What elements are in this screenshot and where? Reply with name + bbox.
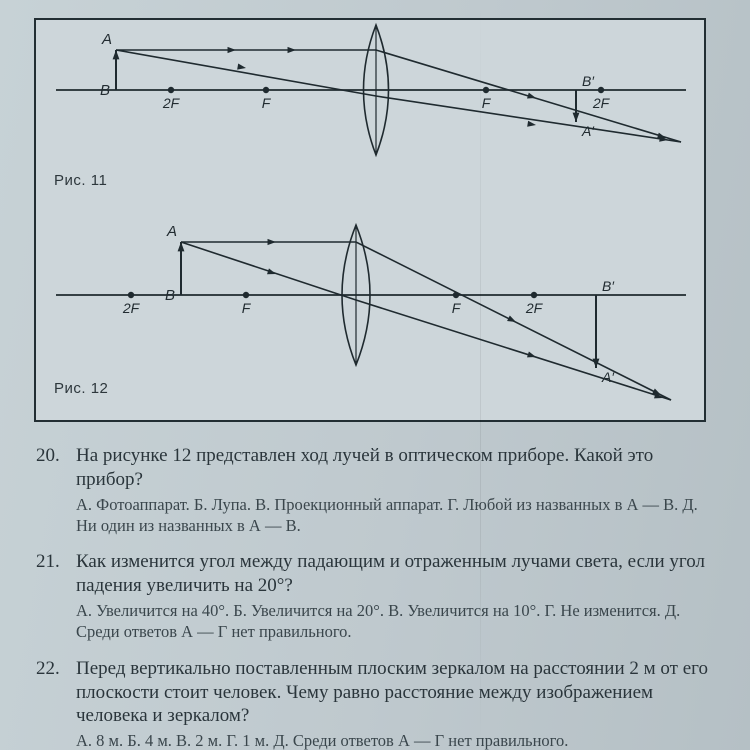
svg-text:B: B [165,287,175,304]
svg-text:F: F [482,95,492,111]
svg-text:A: A [101,31,112,48]
question-21: 21. Как изменится угол между падающим и … [36,550,722,642]
figure-caption-12: Рис. 12 [54,380,108,397]
figure-box: 2FFF2FABB′A′2FFF2FABB′A′ Рис. 11 Рис. 12 [34,18,706,422]
question-prompt: Как изменится угол между падающим и отра… [76,550,722,598]
figure-caption-11: Рис. 11 [54,172,107,189]
question-choices: А. Увеличится на 40°. Б. Увеличится на 2… [76,600,722,643]
svg-text:F: F [242,300,252,316]
question-number: 21. [36,550,76,642]
svg-text:B′: B′ [602,278,615,294]
svg-text:2F: 2F [162,95,181,111]
svg-text:F: F [452,300,462,316]
svg-text:2F: 2F [525,300,544,316]
page-crease [480,0,481,750]
question-22: 22. Перед вертикально поставленным плоск… [36,657,722,750]
questions-block: 20. На рисунке 12 представлен ход лучей … [34,444,722,750]
question-body: Перед вертикально поставленным плоским з… [76,657,722,750]
svg-text:2F: 2F [122,300,141,316]
page: 2FFF2FABB′A′2FFF2FABB′A′ Рис. 11 Рис. 12… [0,0,750,750]
svg-text:B: B [100,82,110,99]
question-number: 22. [36,657,76,750]
question-body: Как изменится угол между падающим и отра… [76,550,722,642]
question-number: 20. [36,444,76,536]
question-choices: А. Фотоаппарат. Б. Лупа. В. Проекционный… [76,494,722,537]
question-choices: А. 8 м. Б. 4 м. В. 2 м. Г. 1 м. Д. Среди… [76,730,722,750]
figure-svg: 2FFF2FABB′A′2FFF2FABB′A′ [36,20,704,420]
question-prompt: На рисунке 12 представлен ход лучей в оп… [76,444,722,492]
svg-text:B′: B′ [582,73,595,89]
question-body: На рисунке 12 представлен ход лучей в оп… [76,444,722,536]
svg-text:A: A [166,223,177,240]
svg-text:2F: 2F [592,95,611,111]
svg-text:A′: A′ [581,123,595,139]
svg-text:F: F [262,95,272,111]
question-20: 20. На рисунке 12 представлен ход лучей … [36,444,722,536]
question-prompt: Перед вертикально поставленным плоским з… [76,657,722,728]
